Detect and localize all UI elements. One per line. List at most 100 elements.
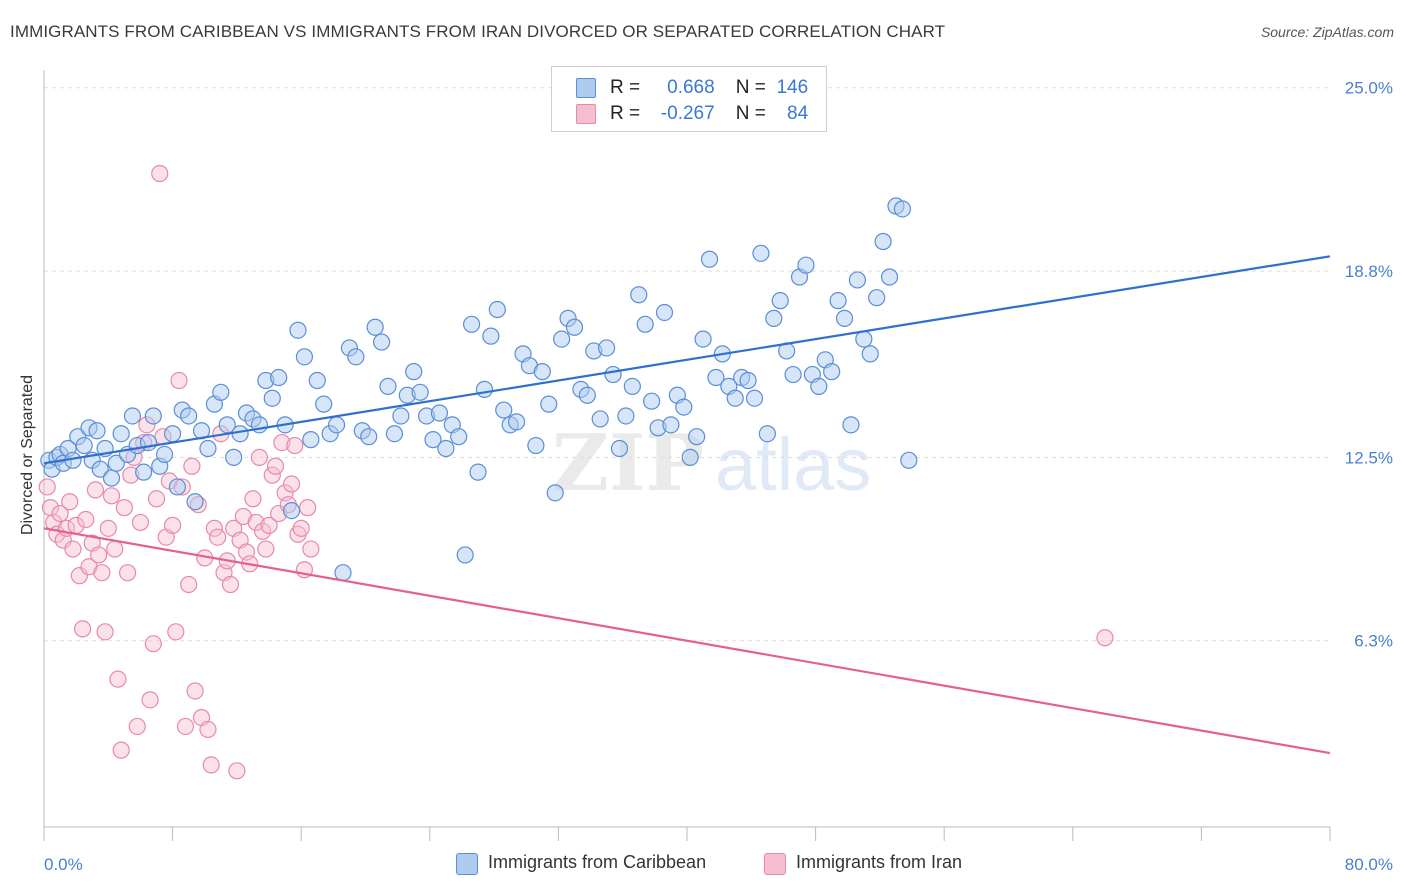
data-point-caribbean: [900, 451, 918, 469]
data-point-caribbean: [327, 416, 346, 434]
bottom-legend-swatch-caribbean: [456, 853, 478, 875]
y-tick-labels: 6.3% 12.5% 18.8% 25.0%: [1345, 79, 1393, 651]
data-point-iran: [93, 564, 111, 582]
data-point-iran: [90, 546, 108, 564]
data-point-iran: [167, 623, 185, 641]
legend-r-value-iran: -0.267: [660, 103, 715, 124]
data-point-caribbean: [424, 431, 442, 449]
data-point-iran: [183, 457, 201, 475]
data-point-caribbean: [199, 439, 217, 458]
data-point-caribbean: [282, 501, 301, 520]
data-point-caribbean: [578, 386, 596, 404]
data-point-iran: [118, 564, 137, 582]
data-point-iran: [228, 762, 246, 780]
data-point-caribbean: [610, 439, 629, 458]
data-point-caribbean: [893, 200, 912, 218]
data-point-iran: [282, 475, 301, 493]
data-point-caribbean: [107, 454, 125, 472]
data-point-iran: [106, 540, 124, 558]
data-point-caribbean: [347, 348, 365, 366]
y-tick-label: 6.3%: [1354, 632, 1393, 651]
source-label: Source: ZipAtlas.com: [1260, 24, 1394, 40]
data-point-iran: [1096, 629, 1114, 647]
data-point-caribbean: [739, 371, 757, 390]
bottom-legend-swatch-iran: [764, 853, 786, 875]
data-point-caribbean: [462, 315, 481, 333]
data-point-caribbean: [835, 309, 854, 327]
data-point-iran: [102, 487, 121, 505]
data-point-caribbean: [700, 250, 719, 268]
data-point-iran: [266, 457, 285, 475]
data-point-caribbean: [662, 416, 680, 434]
data-point-caribbean: [144, 407, 162, 425]
data-point-caribbean: [164, 425, 182, 443]
data-point-caribbean: [771, 292, 789, 310]
data-point-iran: [257, 540, 275, 558]
data-point-iran: [286, 436, 304, 455]
trend-lines: [43, 255, 1331, 755]
data-point-caribbean: [874, 232, 892, 251]
watermark: ZIP atlas: [552, 418, 871, 509]
data-point-caribbean: [694, 330, 712, 348]
data-point-caribbean: [643, 392, 661, 410]
data-point-caribbean: [334, 564, 352, 582]
data-point-caribbean: [758, 425, 776, 443]
data-point-iran: [221, 575, 240, 594]
data-point-caribbean: [469, 463, 487, 481]
data-point-caribbean: [880, 268, 899, 286]
y-tick-label: 25.0%: [1345, 79, 1393, 98]
data-point-iran: [205, 519, 223, 537]
data-point-caribbean: [135, 463, 153, 481]
data-point-iran: [250, 448, 269, 466]
data-point-caribbean: [598, 339, 616, 357]
data-point-caribbean: [270, 368, 288, 387]
data-point-iran: [115, 499, 133, 517]
legend-r-label: R =: [610, 103, 641, 124]
data-point-iran: [209, 528, 227, 546]
data-point-caribbean: [308, 371, 326, 390]
data-point-caribbean: [488, 300, 506, 319]
legend-r-label: R =: [610, 77, 641, 98]
data-point-caribbean: [495, 401, 513, 419]
data-point-caribbean: [366, 318, 384, 336]
data-point-caribbean: [263, 389, 281, 407]
data-point-caribbean: [302, 431, 320, 449]
data-point-caribbean: [617, 407, 635, 425]
data-point-iran: [64, 540, 82, 558]
data-point-caribbean: [155, 445, 174, 464]
data-point-iran: [112, 741, 130, 759]
data-point-iran: [164, 516, 182, 534]
trend-line-iran: [43, 527, 1331, 755]
data-point-iran: [38, 478, 56, 496]
x-tick-labels: 0.0% 80.0%: [44, 855, 1393, 874]
data-point-caribbean: [392, 407, 410, 425]
data-point-caribbean: [450, 428, 468, 446]
data-point-caribbean: [168, 478, 187, 496]
data-point-caribbean: [623, 377, 641, 396]
data-point-iran: [247, 513, 265, 532]
data-point-iran: [260, 516, 278, 534]
data-point-caribbean: [752, 244, 770, 262]
legend-r-value-caribbean: 0.668: [667, 77, 715, 98]
data-point-caribbean: [565, 318, 584, 336]
data-point-caribbean: [212, 383, 230, 401]
data-point-caribbean: [655, 303, 674, 322]
data-point-iran: [244, 490, 262, 508]
data-point-iran: [86, 481, 105, 499]
data-point-iran: [170, 371, 188, 390]
data-point-iran: [292, 519, 310, 537]
data-point-caribbean: [295, 348, 314, 366]
grid-lines: [44, 87, 1330, 642]
data-point-caribbean: [681, 448, 699, 466]
data-point-caribbean: [508, 413, 526, 431]
data-point-caribbean: [533, 363, 551, 381]
data-point-caribbean: [411, 383, 429, 401]
data-point-caribbean: [675, 398, 693, 416]
legend-swatch-caribbean: [576, 78, 596, 98]
data-point-iran: [199, 720, 217, 739]
y-tick-label: 12.5%: [1345, 448, 1393, 467]
data-point-caribbean: [745, 389, 764, 407]
data-point-caribbean: [180, 407, 198, 425]
data-point-caribbean: [372, 333, 391, 351]
data-point-caribbean: [482, 327, 500, 345]
